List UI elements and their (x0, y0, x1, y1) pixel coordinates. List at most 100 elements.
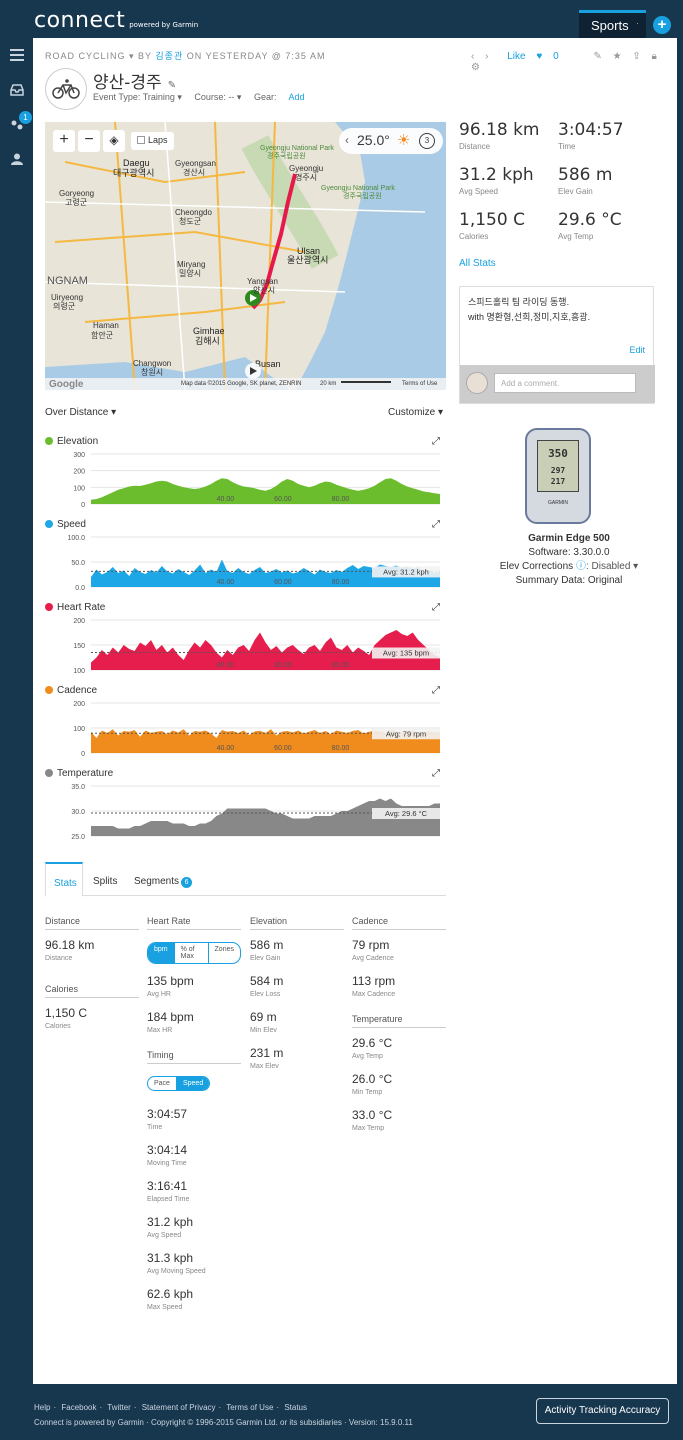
stat-label: Max Speed (147, 1304, 183, 1311)
connect-logo[interactable]: connect powered by Garmin (34, 8, 198, 33)
menu-icon[interactable] (9, 48, 25, 62)
event-type-select[interactable]: Event Type: Training ▾ (93, 92, 182, 102)
heart-icon: ♥ (536, 51, 543, 62)
stat-label: Distance (45, 955, 73, 962)
customize-select[interactable]: Customize ▾ (388, 407, 444, 418)
next-activity-icon[interactable]: › (485, 51, 489, 62)
legend-dot (45, 769, 53, 777)
lock-icon[interactable]: 🔒︎ (651, 51, 657, 62)
y-tick-label: 200 (73, 701, 85, 708)
layers-icon[interactable]: ◈ (103, 130, 125, 152)
like-button[interactable]: Like ♥ 0 (507, 51, 566, 62)
all-stats-link[interactable]: All Stats (459, 258, 496, 269)
stat-value: 33.0 °C (352, 1108, 393, 1122)
activity-owner-link[interactable]: 김종관 (155, 51, 184, 61)
footer-link-terms[interactable]: Terms of Use (226, 1403, 274, 1412)
connections-icon[interactable] (9, 118, 25, 132)
footer-link-help[interactable]: Help (34, 1403, 51, 1412)
summary-value: 96.18 km (459, 120, 540, 140)
footer-link-privacy[interactable]: Statement of Privacy (141, 1403, 216, 1412)
footer: Help · Facebook · Twitter · Statement of Pr… (34, 1400, 413, 1430)
google-logo: Google (49, 379, 84, 390)
star-icon[interactable]: ★ (612, 51, 622, 62)
timing-pace-option[interactable]: Pace (148, 1077, 177, 1090)
stat-label: Avg HR (147, 991, 171, 998)
sports-tab[interactable]: Sports · (579, 10, 646, 38)
stat-min-elev: 69 m Min Elev (250, 1010, 344, 1034)
weather-collapse-icon[interactable]: ‹ (345, 133, 349, 147)
edit-title-icon[interactable]: ✎ (167, 80, 177, 91)
stat-value: 31.2 kph (147, 1215, 194, 1229)
laps-toggle[interactable]: Laps (131, 132, 174, 150)
share-icon[interactable]: ⇪ (632, 51, 641, 62)
chart-elevation: Elevation ⤢ 300 200 100 0 40.00 60.00 80.00 (45, 436, 446, 518)
expand-chart-icon[interactable]: ⤢ (432, 436, 440, 447)
stat-max-speed: 62.6 kph Max Speed (147, 1287, 241, 1311)
chart-plot[interactable]: 200 100 0 40.00 60.00 80.00 Avg: 79 rpm (45, 697, 446, 769)
legend-dot (45, 437, 53, 445)
footer-link-twitter[interactable]: Twitter (107, 1403, 131, 1412)
column-header: Heart Rate (147, 916, 241, 930)
activity-time: ON YESTERDAY @ 7:35 AM (186, 51, 326, 61)
stat-max-elev: 231 m Max Elev (250, 1046, 344, 1070)
series-area (91, 798, 440, 836)
zoom-in-button[interactable]: + (53, 130, 75, 152)
chart-plot[interactable]: 100.0 50.0 0.0 40.00 60.00 80.00 Avg: 31.2 kph (45, 531, 446, 603)
over-distance-select[interactable]: Over Distance ▾ (45, 407, 117, 418)
stat-value: 3:04:57 (147, 1107, 188, 1121)
footer-link-status[interactable]: Status (284, 1403, 307, 1412)
expand-chart-icon[interactable]: ⤢ (432, 685, 440, 696)
edit-description-link[interactable]: Edit (629, 345, 645, 355)
activity-title-text: 양산-경주 (93, 73, 162, 93)
add-button[interactable]: + (653, 16, 671, 34)
hr-percent-option[interactable]: % of Max (175, 943, 209, 963)
tab-splits[interactable]: Splits (85, 862, 125, 897)
stat-label: Avg Temp (352, 1053, 383, 1060)
map-label: Changwon (133, 359, 171, 368)
tab-stats[interactable]: Stats (45, 862, 83, 897)
activity-type[interactable]: ROAD CYCLING (45, 51, 126, 61)
expand-chart-icon[interactable]: ⤢ (432, 602, 440, 613)
chart-speed: Speed ⤢ 100.0 50.0 0.0 40.00 60.00 80.00 Avg: 31… (45, 519, 446, 601)
stat-label: Max HR (147, 1027, 173, 1034)
expand-chart-icon[interactable]: ⤢ (432, 519, 440, 530)
profile-icon[interactable] (9, 152, 25, 166)
legend-dot (45, 520, 53, 528)
stat-avg-cadence: 79 rpm Avg Cadence (352, 938, 446, 962)
edit-icon[interactable]: ✎ (593, 51, 602, 62)
stat-avg-moving-speed: 31.3 kph Avg Moving Speed (147, 1251, 241, 1275)
summary-value: 29.6 °C (558, 210, 622, 230)
inbox-icon[interactable] (9, 83, 25, 97)
help-icon[interactable]: ⓘ (575, 561, 586, 572)
hr-zones-option[interactable]: Zones (214, 946, 234, 953)
map-scale-label: 20 km (320, 381, 336, 387)
comment-input[interactable]: Add a comment. (494, 373, 636, 393)
stat-label: Max Temp (352, 1125, 385, 1132)
chart-plot[interactable]: 300 200 100 0 40.00 60.00 80.00 (45, 448, 446, 520)
zoom-out-button[interactable]: − (78, 130, 100, 152)
prev-activity-icon[interactable]: ‹ (471, 51, 475, 62)
weather-widget[interactable]: ‹ 25.0° ☀ 3 (339, 128, 443, 154)
sports-tab-dropdown[interactable]: · (636, 18, 639, 28)
elev-corrections-select[interactable]: : Disabled ▾ (585, 561, 639, 572)
like-label: Like (507, 51, 526, 62)
chart-plot[interactable]: 200 150 100 40.00 60.00 80.00 Avg: 135 bpm (45, 614, 446, 686)
stat-avg-speed: 31.2 kph Avg Speed (147, 1215, 241, 1239)
laps-checkbox[interactable] (137, 136, 145, 144)
summary-elev-gain: 586 m Elev Gain (558, 165, 658, 196)
map-label: 양산시 (253, 285, 275, 295)
chart-plot[interactable]: 35.0 30.0 25.0 Avg: 29.6 °C (45, 780, 446, 852)
tab-segments[interactable]: Segments 6 (126, 862, 200, 897)
hr-bpm-option[interactable]: bpm (148, 943, 175, 963)
gear-icon[interactable]: ⚙ (471, 62, 480, 73)
expand-chart-icon[interactable]: ⤢ (432, 768, 440, 779)
gear-add-link[interactable]: Add (288, 92, 305, 102)
course-select[interactable]: Course: -- ▾ (194, 92, 242, 102)
footer-link-facebook[interactable]: Facebook (61, 1403, 97, 1412)
activity-tracking-accuracy-button[interactable]: Activity Tracking Accuracy (536, 1398, 669, 1424)
stat-max-cadence: 113 rpm Max Cadence (352, 974, 446, 998)
timing-unit-toggle: Pace Speed (147, 1076, 211, 1091)
map-terms-link[interactable]: Terms of Use (402, 381, 438, 387)
timing-speed-option[interactable]: Speed (176, 1077, 210, 1090)
route-map[interactable]: Gyeongju National Park 경주국립공원 Daegu 대구광역… (45, 122, 446, 390)
